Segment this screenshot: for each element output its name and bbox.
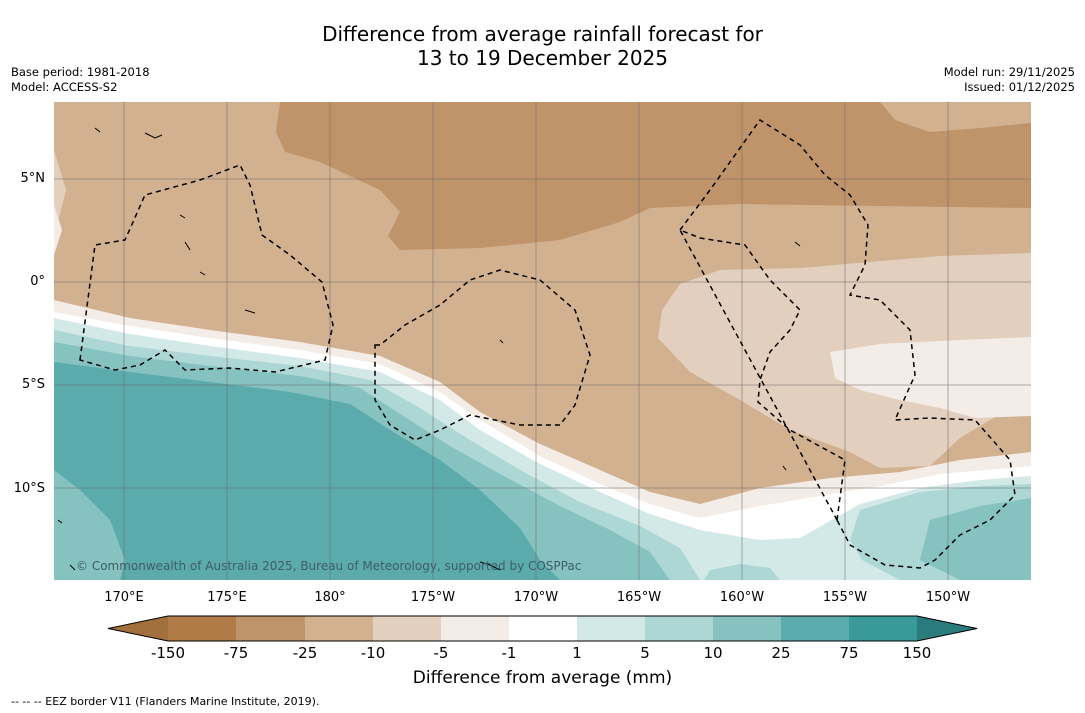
colorbar-arrow-high (917, 616, 977, 641)
lon-label-180: 180° (314, 590, 346, 605)
colorbar-arrow-low (108, 616, 168, 641)
colorbar-tick: -5 (433, 644, 449, 662)
lon-label-170e: 170°E (104, 590, 144, 605)
copyright-notice: © Commonwealth of Australia 2025, Bureau… (76, 559, 581, 573)
title-line-1: Difference from average rainfall forecas… (322, 22, 763, 46)
anomaly-band-m5-m1-west (54, 205, 62, 255)
lat-label-10s: 10°S (13, 481, 45, 496)
anomaly-band-m75-m25 (276, 102, 1031, 250)
map-panel: © Commonwealth of Australia 2025, Bureau… (54, 102, 1031, 580)
colorbar-tick: 1 (572, 644, 582, 662)
lon-label-165w: 165°W (616, 590, 662, 605)
anomaly-band-m25-m10-north (880, 102, 1031, 132)
colorbar-segment-m75-m25 (236, 616, 305, 641)
lon-label-160w: 160°W (719, 590, 765, 605)
lat-label-5n: 5°N (20, 171, 46, 186)
colorbar (107, 615, 978, 642)
anomaly-band-m10-m5-west (54, 150, 66, 260)
forecast-info: Base period: 1981-2018 Model: ACCESS-S2 (11, 65, 150, 95)
colorbar-tick: 5 (640, 644, 650, 662)
model-run-date: Model run: 29/11/2025 (943, 65, 1075, 79)
lon-label-155w: 155°W (822, 590, 868, 605)
eez-footnote: -- -- -- EEZ border V11 (Flanders Marine… (11, 695, 320, 708)
colorbar-tick: -75 (223, 644, 249, 662)
anomaly-band-p10-p25-patch (54, 470, 125, 580)
lat-label-5s: 5°S (21, 377, 45, 392)
colorbar-segment-m150-m75 (168, 616, 236, 641)
lon-label-175e: 175°E (207, 590, 247, 605)
colorbar-title: Difference from average (mm) (412, 668, 673, 688)
colorbar-segment-p10-p25 (713, 616, 781, 641)
colorbar-outline (107, 615, 978, 642)
lat-label-0: 0° (30, 274, 45, 289)
lon-label-175w: 175°W (410, 590, 456, 605)
colorbar-tick: 150 (902, 644, 932, 662)
lon-label-150w: 150°W (925, 590, 971, 605)
anomaly-band-p25-p75 (54, 362, 560, 580)
page-title: Difference from average rainfall forecas… (0, 22, 1085, 70)
anomaly-band-m5-m1-east (830, 337, 1031, 418)
colorbar-segment-m10-m5 (373, 616, 441, 641)
colorbar-segment-m1-p1 (509, 616, 577, 641)
colorbar-tick: -25 (292, 644, 318, 662)
eez-borders (79, 118, 1016, 569)
base-period: Base period: 1981-2018 (11, 65, 150, 79)
model-name: Model: ACCESS-S2 (11, 80, 118, 94)
colorbar-tick: 10 (703, 644, 723, 662)
title-line-2: 13 to 19 December 2025 (416, 46, 668, 70)
colorbar-segment-p25-p75 (781, 616, 849, 641)
colorbar-tick: -150 (150, 644, 186, 662)
islands (57, 127, 801, 571)
colorbar-segment-m25-m10 (305, 616, 373, 641)
lon-label-170w: 170°W (513, 590, 559, 605)
issued-date: Issued: 01/12/2025 (964, 80, 1075, 94)
colorbar-segment-m5-m1 (441, 616, 509, 641)
run-info: Model run: 29/11/2025 Issued: 01/12/2025 (944, 65, 1075, 95)
colorbar-tick: -1 (501, 644, 517, 662)
colorbar-tick: 25 (771, 644, 791, 662)
colorbar-segment-p5-p10 (645, 616, 713, 641)
colorbar-segment-p75-p150 (849, 616, 917, 641)
colorbar-tick: -10 (360, 644, 386, 662)
colorbar-segment-p1-p5 (577, 616, 645, 641)
colorbar-tick: 75 (839, 644, 859, 662)
